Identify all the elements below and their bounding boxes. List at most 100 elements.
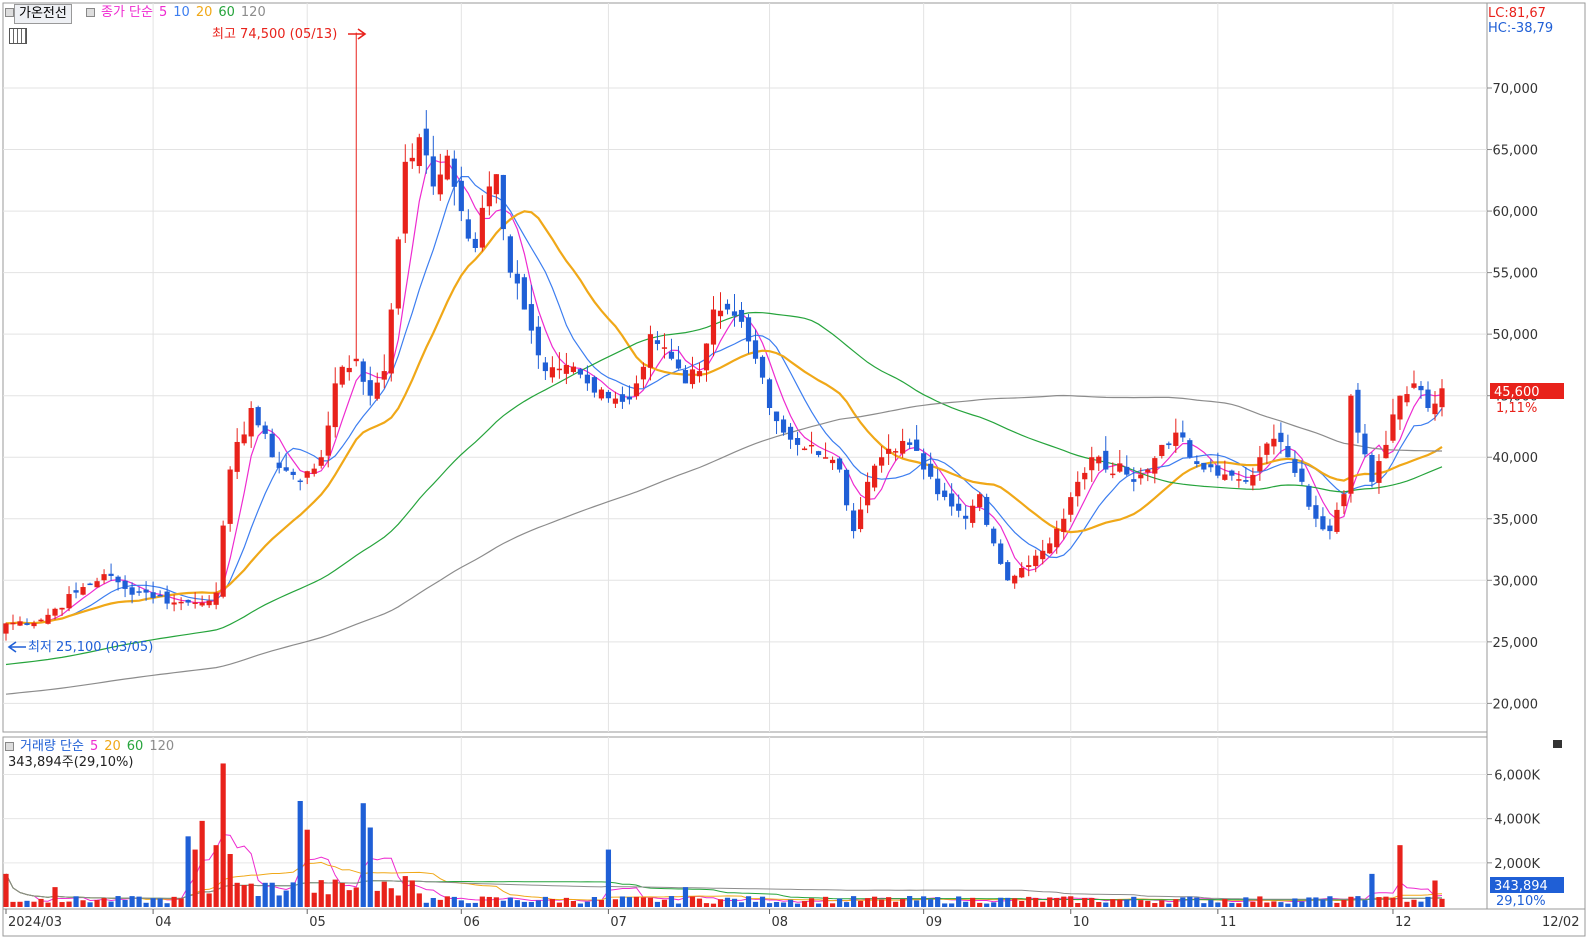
volume-bar: [465, 903, 471, 907]
candle-body: [52, 608, 58, 616]
volume-bar: [45, 902, 51, 907]
volume-bar: [710, 903, 717, 907]
volume-bar: [556, 902, 562, 907]
candle-body: [395, 239, 401, 309]
candle-body: [773, 411, 780, 422]
candle-body: [801, 448, 808, 451]
legend-ma20: 20: [195, 5, 213, 20]
candle-body: [255, 407, 261, 426]
volume-bar: [1236, 903, 1242, 907]
candle-body: [276, 462, 282, 468]
volume-bar: [1194, 897, 1200, 907]
volume-bar: [1082, 897, 1088, 907]
candle-body: [822, 457, 829, 459]
candle-body: [808, 444, 815, 447]
volume-bar: [185, 836, 191, 907]
candle-body: [710, 309, 717, 345]
volume-bar: [108, 901, 114, 907]
volume-bar: [1103, 902, 1109, 907]
candle-body: [928, 463, 934, 477]
volume-bar: [865, 898, 871, 907]
candle-body: [717, 310, 724, 317]
candle-body: [1145, 469, 1151, 473]
candle-body: [1117, 463, 1123, 472]
volume-bar: [1439, 898, 1445, 907]
candle-body: [1166, 443, 1172, 446]
candle-body: [738, 309, 745, 322]
volume-bar: [1250, 901, 1256, 907]
date-tick-label: 04: [155, 915, 172, 930]
volume-bar: [1264, 902, 1270, 907]
volume-panel-toggle[interactable]: [1553, 740, 1562, 748]
candle-body: [1103, 450, 1109, 470]
candle-body: [73, 590, 79, 593]
volume-bar: [227, 854, 233, 907]
volume-bar: [73, 896, 79, 907]
volume-tick-label: 6,000K: [1494, 769, 1540, 784]
volume-bar: [1243, 897, 1249, 907]
volume-bar: [703, 903, 710, 907]
volume-bar: [794, 903, 801, 907]
volume-bar: [1257, 896, 1263, 907]
volume-axis-ticks: 6,000K 4,000K 2,000K: [1487, 769, 1540, 872]
candle-body: [290, 471, 296, 475]
volume-bar: [836, 898, 843, 907]
candle-body: [374, 382, 380, 399]
volume-bar: [591, 897, 598, 907]
panel-icon[interactable]: [5, 8, 14, 17]
volume-bar: [1222, 899, 1228, 907]
volume-bar: [563, 897, 569, 907]
low-annotation: 최저 25,100 (03/05): [28, 640, 153, 655]
volume-bar: [339, 882, 345, 907]
high-annotation: 최고 74,500 (05/13): [212, 27, 337, 42]
volume-bar: [486, 896, 492, 907]
candle-body: [1180, 432, 1186, 438]
volume-bar: [1418, 901, 1424, 907]
volume-bar: [633, 896, 640, 907]
candle-body: [507, 236, 513, 273]
candle-body: [528, 304, 534, 331]
volume-bar: [1054, 897, 1060, 907]
candle-body: [185, 599, 191, 603]
volume-bar: [164, 903, 170, 907]
volume-bar: [1026, 896, 1032, 907]
candle-body: [129, 587, 135, 595]
volume-bar: [963, 901, 969, 907]
indicator-button[interactable]: 가온전선: [14, 4, 72, 24]
candle-body: [227, 469, 233, 524]
volume-bar: [1152, 903, 1158, 907]
candle-body: [318, 457, 324, 466]
volume-bar: [528, 901, 534, 907]
grid-toggle-icon[interactable]: [9, 28, 27, 44]
volume-bar: [178, 898, 184, 907]
candle-body: [1264, 443, 1270, 455]
candle-body: [122, 580, 128, 589]
volume-current-value: 343,894주(29,10%): [8, 755, 134, 770]
volume-bar: [717, 899, 724, 907]
volume-bar: [31, 901, 37, 907]
candle-body: [367, 380, 373, 396]
volume-panel-frame: [2, 736, 1488, 910]
candle-body: [1019, 568, 1025, 578]
candle-body: [619, 394, 626, 402]
candle-body: [836, 458, 843, 470]
candle-body: [703, 343, 710, 371]
volume-bar: [1341, 899, 1347, 907]
candle-body: [1271, 438, 1277, 447]
volume-bar: [444, 896, 450, 907]
candle-body: [150, 592, 156, 598]
candle-body: [907, 442, 913, 445]
price-tick-label: 30,000: [1493, 574, 1539, 589]
candle-body: [1362, 433, 1368, 455]
volume-bar: [353, 887, 359, 907]
volume-bar: [24, 900, 30, 907]
volume-bar: [360, 803, 366, 907]
candle-body: [17, 621, 23, 626]
candle-body: [942, 490, 948, 497]
candle-body: [1208, 464, 1214, 468]
candle-body: [192, 602, 198, 604]
candle-body: [115, 576, 121, 583]
candle-body: [865, 481, 871, 506]
volume-bar: [752, 901, 759, 907]
